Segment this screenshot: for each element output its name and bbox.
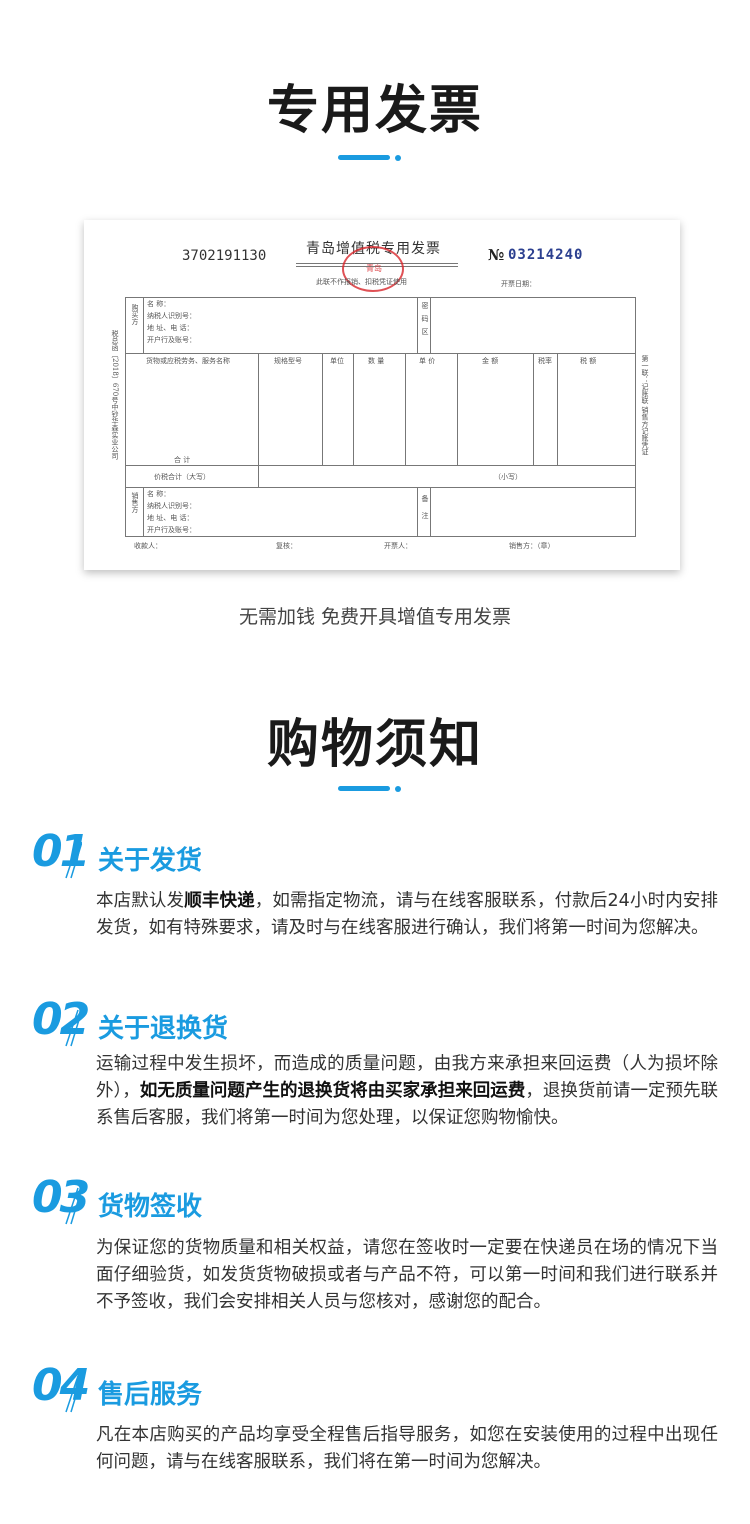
slash-icon: [62, 1372, 83, 1414]
notice-section-title: 购物须知: [266, 715, 483, 775]
section-number: 03: [32, 1172, 90, 1223]
slash-icon: [62, 1184, 83, 1226]
section-body: 本店默认发顺丰快递，如需指定物流，请与在线客服联系，付款后24小时内安排发货，如…: [96, 891, 719, 938]
section-number: 01: [32, 826, 90, 877]
invoice-stamp: 青岛: [342, 246, 404, 292]
invoice-section-title: 专用发票: [266, 81, 483, 141]
invoice-caption: 无需加钱 免费开具增值专用发票: [238, 606, 512, 628]
title-underline: [338, 786, 390, 791]
section-number: 04: [32, 1360, 90, 1411]
section-body: 运输过程中发生损坏，而造成的质量问题，由我方来承担来回运费（人为损坏除外），如无…: [96, 1054, 719, 1128]
section-title: 货物签收: [98, 1192, 203, 1222]
title-underline-dot: [395, 154, 401, 161]
invoice-subtitle: 此联不作报销、扣税凭证使用: [316, 278, 407, 286]
slash-icon: [62, 1006, 83, 1048]
invoice-image: 3702191130 青岛增值税专用发票 青岛 此联不作报销、扣税凭证使用 № …: [84, 220, 680, 570]
title-underline: [338, 155, 390, 160]
invoice-code: 3702191130: [182, 248, 267, 264]
slash-icon: [62, 838, 83, 880]
section-title: 售后服务: [98, 1380, 203, 1410]
section-body: 凡在本店购买的产品均享受全程售后指导服务，如您在安装使用的过程中出现任何问题，请…: [96, 1425, 718, 1472]
section-title: 关于退换货: [98, 1014, 229, 1044]
invoice-number: 03214240: [508, 247, 584, 263]
section-body: 为保证您的货物质量和相关权益，请您在签收时一定要在快递员在场的情况下当面仔细验货…: [96, 1238, 718, 1312]
section-title: 关于发货: [98, 846, 203, 876]
invoice-date-label: 开票日期：: [501, 280, 536, 288]
section-number: 02: [32, 994, 90, 1045]
title-underline-dot: [395, 785, 401, 792]
